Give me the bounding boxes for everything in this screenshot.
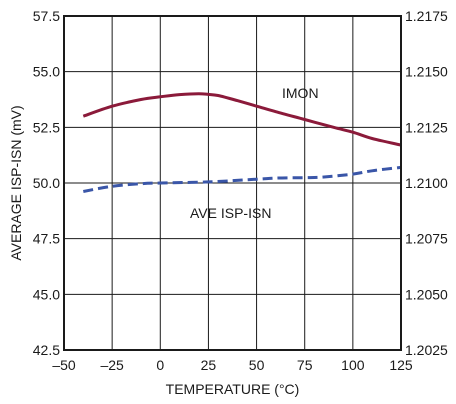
x-tick-label: 100 [341,357,365,373]
x-tick-label: –25 [100,357,124,373]
y2-tick-label: 1.2150 [405,64,448,80]
x-axis-title: TEMPERATURE (°C) [166,381,300,397]
series-label-ave-isp-isn: AVE ISP-ISN [190,205,271,221]
y-tick-label: 55.0 [33,64,60,80]
series-label-imon: IMON [282,85,319,101]
y2-tick-label: 1.2175 [405,8,448,24]
series-line-imon [82,92,402,147]
x-tick-label: 50 [249,357,265,373]
tick-labels: –50 –25 0 25 50 75 100 125 42.5 1.2025 45.0 1.2050 4… [33,8,448,373]
y2-tick-label: 1.2100 [405,175,448,191]
x-tick-label: 75 [297,357,313,373]
y-tick-label: 52.5 [33,119,60,135]
series-line-ave-isp-isn [83,165,402,193]
y2-tick-label: 1.2050 [405,286,448,302]
y2-tick-label: 1.2075 [405,231,448,247]
y-axis-title: AVERAGE ISP-ISN (mV) [8,105,24,260]
y-tick-label: 42.5 [33,342,60,358]
plot-frame [63,15,402,351]
y-tick-label: 50.0 [33,175,60,191]
y2-tick-label: 1.2025 [405,342,448,358]
x-tick-label: 125 [389,357,413,373]
grid [64,16,401,350]
y2-tick-label: 1.2125 [405,119,448,135]
x-tick-label: –50 [52,357,76,373]
x-tick-label: 0 [156,357,164,373]
series-layer [82,92,402,193]
x-tick-label: 25 [201,357,217,373]
y-tick-label: 47.5 [33,231,60,247]
y-tick-label: 45.0 [33,286,60,302]
y-tick-label: 57.5 [33,8,60,24]
